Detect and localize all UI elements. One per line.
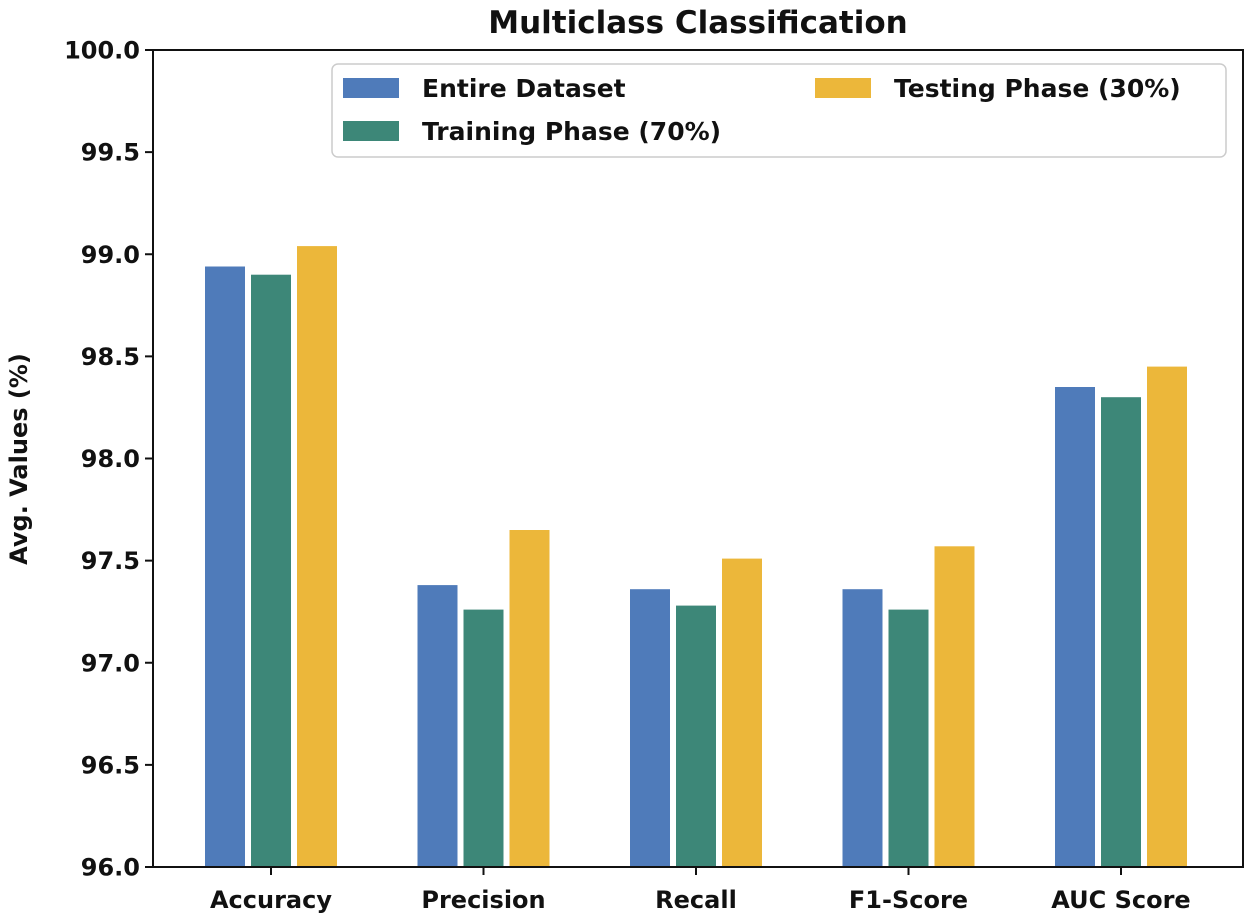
legend: Entire Dataset Training Phase (70%) Testin… xyxy=(331,63,1227,158)
y-tick-label: 96.0 xyxy=(81,854,140,882)
y-tick-label: 97.5 xyxy=(81,547,140,575)
x-tick-label: AUC Score xyxy=(1051,886,1190,914)
x-tick-label: F1-Score xyxy=(849,886,968,914)
bar-f1-score-series-2 xyxy=(888,609,929,867)
x-tick-label: Recall xyxy=(655,886,737,914)
bar-recall-series-3 xyxy=(722,558,762,867)
y-axis-label: Avg. Values (%) xyxy=(5,353,33,565)
legend-box xyxy=(331,63,1227,158)
y-tick-label: 99.0 xyxy=(81,241,140,269)
bar-precision-series-3 xyxy=(509,530,550,867)
legend-swatch-3 xyxy=(815,78,871,98)
y-tick-label: 96.5 xyxy=(81,751,140,779)
bar-f1-score-series-1 xyxy=(842,589,883,867)
y-tick-label: 99.5 xyxy=(81,139,140,167)
legend-label-3: Testing Phase (30%) xyxy=(894,74,1181,103)
y-tick-label: 98.5 xyxy=(81,343,140,371)
bar-precision-series-2 xyxy=(463,609,504,867)
bar-accuracy-series-1 xyxy=(205,266,245,867)
y-tick-label: 100.0 xyxy=(64,37,140,65)
legend-swatch-1 xyxy=(343,78,399,98)
bar-auc-score-series-1 xyxy=(1055,387,1095,867)
bar-recall-series-1 xyxy=(630,589,670,867)
x-tick-label: Precision xyxy=(421,886,545,914)
bar-auc-score-series-3 xyxy=(1147,366,1187,867)
y-tick-label: 97.0 xyxy=(81,649,140,677)
y-tick-label: 98.0 xyxy=(81,445,140,473)
bar-precision-series-1 xyxy=(417,585,458,867)
axes-layer: 96.0 96.5 97.0 97.5 98.0 98.5 99.0 99.5 100.0 Acc… xyxy=(64,37,1244,914)
bar-recall-series-2 xyxy=(676,605,716,867)
legend-label-2: Training Phase (70%) xyxy=(422,117,721,146)
chart-title: Multiclass Classification xyxy=(488,5,908,41)
bar-auc-score-series-2 xyxy=(1101,397,1141,867)
legend-swatch-2 xyxy=(343,121,399,141)
bar-accuracy-series-3 xyxy=(297,246,337,868)
legend-label-1: Entire Dataset xyxy=(422,74,626,103)
bar-f1-score-series-3 xyxy=(934,546,975,867)
bars-layer xyxy=(205,246,1187,868)
bar-accuracy-series-2 xyxy=(251,274,291,867)
x-tick-label: Accuracy xyxy=(210,886,332,914)
